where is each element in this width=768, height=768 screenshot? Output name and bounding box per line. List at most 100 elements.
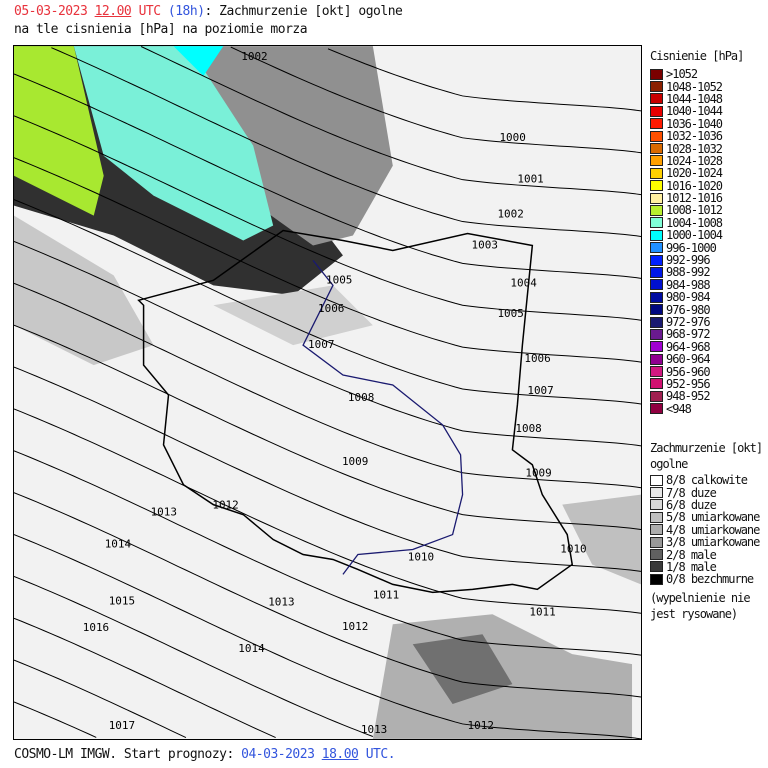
cloud-legend-swatch — [650, 573, 663, 585]
isobar-label: 1014 — [238, 642, 265, 655]
pressure-legend-item: 1048-1052 — [650, 79, 743, 94]
isobar — [14, 659, 187, 739]
pressure-legend-swatch — [650, 378, 663, 390]
pressure-legend-item: 1000-1004 — [650, 229, 743, 241]
borders — [137, 229, 574, 594]
pressure-legend-swatch — [650, 130, 663, 142]
pressure-legend-label: 1048-1052 — [666, 79, 723, 94]
cloud-legend-label: 5/8 umiarkowane — [666, 510, 760, 525]
isobar — [14, 408, 641, 614]
pressure-legend-label: 1000-1004 — [666, 228, 723, 243]
isobar-label: 1006 — [524, 352, 550, 365]
cloud-legend-swatch — [650, 549, 663, 561]
pressure-legend-swatch — [650, 403, 663, 415]
pressure-legend-item: 1040-1044 — [650, 105, 743, 117]
model-name: COSMO-LM IMGW. Start prognozy: — [14, 747, 234, 762]
isobar — [14, 450, 641, 656]
cloud-legend-item: 1/8 male — [650, 561, 762, 573]
pressure-legend-swatch — [650, 93, 663, 105]
pressure-legend-swatch — [650, 366, 663, 378]
isobar-labels: 1002 1000 1001 1002 1003 1004 1005 1006 1005 1007… — [83, 50, 587, 736]
isobar-label: 1010 — [560, 542, 586, 555]
isobar-label: 1009 — [342, 455, 368, 468]
cloud-legend-swatch — [650, 499, 663, 511]
pressure-legend-item: 1004-1008 — [650, 217, 743, 229]
pressure-legend-label: <948 — [666, 401, 692, 416]
river — [302, 260, 464, 575]
cloud-legend-label: 6/8 duze — [666, 497, 717, 512]
cloud-legend-item: 0/8 bezchmurne — [650, 573, 762, 585]
lead-time: (18h) — [167, 4, 205, 19]
cloud-legend-swatch — [650, 524, 663, 536]
header-line1: 05-03-2023 12.00 UTC (18h): Zachmurzenie… — [14, 4, 403, 19]
pressure-legend-item: 1020-1024 — [650, 167, 743, 179]
isobar-label: 1016 — [83, 621, 109, 634]
pressure-legend-label: 1032-1036 — [666, 129, 723, 144]
isobar — [230, 46, 641, 154]
pressure-legend-swatch — [650, 167, 663, 179]
pressure-legend-label: 972-976 — [666, 315, 711, 329]
isobar-label: 1005 — [326, 273, 352, 286]
cloud-legend-title2: ogolne — [650, 457, 688, 471]
pressure-legend-label: 980-984 — [666, 290, 711, 305]
pressure-legend-label: 948-952 — [666, 389, 711, 404]
pressure-legend-item: 1012-1016 — [650, 192, 743, 204]
pressure-legend-swatch — [650, 390, 663, 402]
pressure-legend-label: 1020-1024 — [666, 166, 723, 181]
isobar-label: 1005 — [497, 307, 523, 320]
cloud-legend-label: 2/8 male — [666, 547, 717, 562]
isobar-label: 1008 — [348, 391, 374, 404]
pressure-legend-item: 976-980 — [650, 302, 743, 317]
cloud-legend-item: 5/8 umiarkowane — [650, 511, 762, 523]
pressure-legend-label: 988-992 — [666, 265, 711, 280]
pressure-legend-item: 952-956 — [650, 378, 743, 390]
pressure-legend-item: 1036-1040 — [650, 118, 743, 130]
pressure-legend-swatch — [650, 353, 663, 365]
isobar — [14, 115, 641, 321]
isobar — [51, 47, 641, 237]
valid-time: 12.00 — [94, 4, 132, 19]
pressure-legend-item: 1024-1028 — [650, 155, 743, 167]
pressure-legend-swatch — [650, 291, 663, 303]
isobar — [14, 199, 641, 405]
pressure-legend-label: 1008-1012 — [666, 203, 723, 218]
isobar-label: 1007 — [527, 384, 553, 397]
pressure-legend-label: 996-1000 — [666, 240, 717, 255]
pressure-legend-swatch — [650, 81, 663, 93]
isobar — [327, 48, 641, 112]
pressure-legend-swatch — [650, 143, 663, 155]
isobar-label: 1014 — [105, 538, 132, 551]
isobar-label: 1000 — [499, 131, 525, 144]
pressure-legend-label: 976-980 — [666, 302, 711, 317]
pressure-legend-swatch — [650, 155, 663, 167]
isobar — [14, 701, 97, 738]
isobar — [14, 241, 641, 447]
pressure-legend-label: 952-956 — [666, 376, 711, 391]
pressure-legend-label: 1012-1016 — [666, 191, 723, 206]
cloud-shading — [14, 46, 641, 739]
isobar-label: 1008 — [515, 422, 541, 435]
pressure-legend-label: 968-972 — [666, 327, 711, 342]
title: : Zachmurzenie [okt] ogolne — [204, 4, 403, 19]
pressure-legend-item: 972-976 — [650, 316, 743, 328]
cloud-legend-item: 2/8 male — [650, 547, 762, 562]
pressure-legend-label: 984-988 — [666, 277, 711, 292]
isobar-label: 1010 — [408, 550, 434, 563]
pressure-legend-swatch — [650, 254, 663, 266]
pressure-legend-item: 988-992 — [650, 266, 743, 278]
cloud-legend-label: 4/8 umiarkowane — [666, 522, 760, 537]
pressure-legend-swatch — [650, 105, 663, 117]
isobar-label: 1013 — [361, 723, 387, 736]
pressure-legend-item: 984-988 — [650, 279, 743, 291]
pressure-legend-label: 956-960 — [666, 364, 711, 379]
start-tz: UTC. — [365, 747, 396, 762]
isobar-label: 1001 — [517, 173, 543, 186]
cloud-legend-item: 4/8 umiarkowane — [650, 524, 762, 536]
pressure-legend-swatch — [650, 328, 663, 340]
isobar-label: 1015 — [109, 594, 135, 607]
pressure-legend-label: 1044-1048 — [666, 91, 723, 106]
isobar — [14, 324, 641, 531]
pressure-legend-item: 968-972 — [650, 328, 743, 340]
isobar-label: 1011 — [373, 588, 399, 601]
pressure-legend-label: 1016-1020 — [666, 178, 723, 193]
